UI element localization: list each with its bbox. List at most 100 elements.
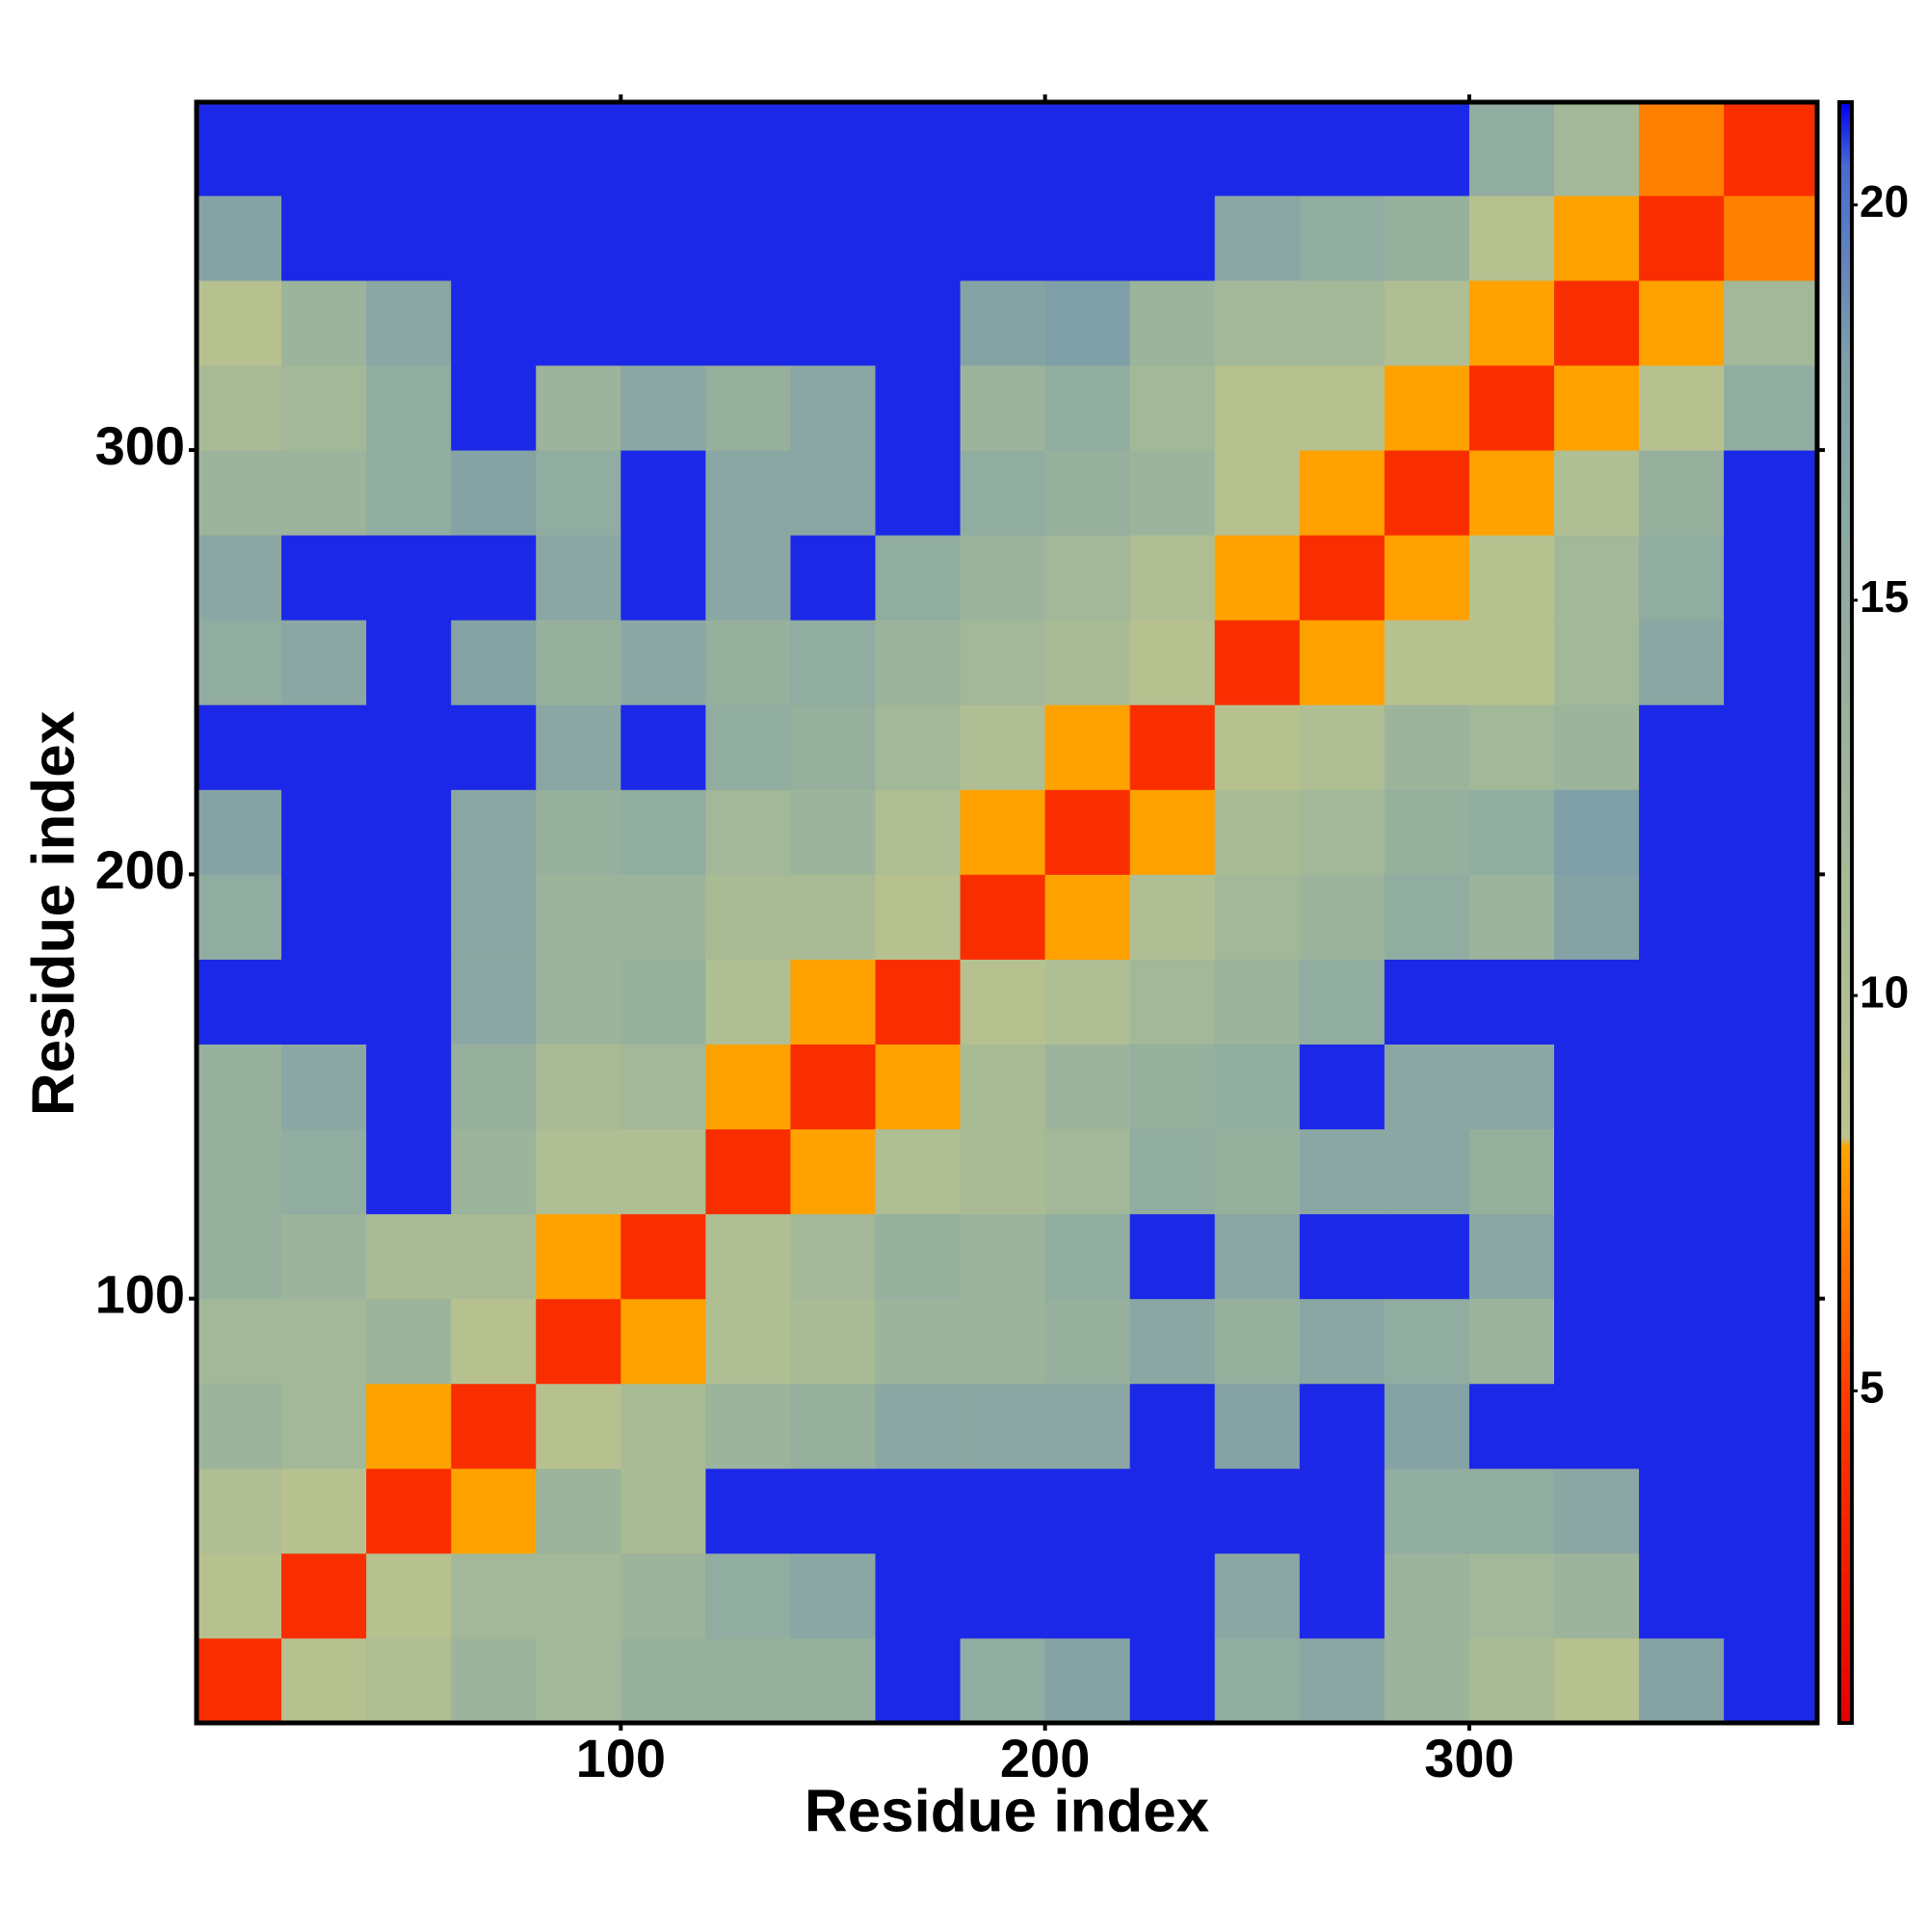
heatmap-cell xyxy=(536,279,621,366)
heatmap-cell xyxy=(1468,1468,1555,1554)
heatmap-cell xyxy=(1214,1298,1301,1385)
heatmap-cell xyxy=(790,1128,877,1215)
heatmap-cell xyxy=(366,102,452,197)
colorbar-segment xyxy=(1839,1074,1852,1089)
heatmap-cell xyxy=(366,279,452,366)
heatmap-cell xyxy=(1299,1128,1386,1215)
heatmap-cell xyxy=(875,874,962,960)
heatmap-cell xyxy=(366,1044,452,1130)
heatmap-cell xyxy=(1129,1383,1216,1469)
heatmap-cell xyxy=(536,1468,621,1554)
colorbar-segment xyxy=(1839,560,1852,581)
heatmap-cell xyxy=(451,102,537,197)
heatmap-cell xyxy=(705,195,791,281)
heatmap-cell xyxy=(1044,620,1131,705)
colorbar-segment xyxy=(1839,900,1852,913)
heatmap-cell xyxy=(1214,1128,1301,1215)
colorbar-segment xyxy=(1839,1612,1852,1628)
heatmap-cell xyxy=(790,1468,877,1554)
heatmap-cell xyxy=(1214,1552,1301,1639)
colorbar-segment xyxy=(1839,1329,1852,1341)
colorbar-segment xyxy=(1839,322,1852,331)
heatmap-cell xyxy=(1214,535,1301,621)
heatmap-cell xyxy=(705,620,791,705)
colorbar-segment xyxy=(1839,173,1852,183)
heatmap-cell xyxy=(875,789,962,875)
heatmap-cell xyxy=(790,1044,877,1130)
heatmap-cell xyxy=(1554,959,1640,1045)
colorbar-segment xyxy=(1839,1695,1852,1710)
heatmap-cell xyxy=(875,535,962,621)
heatmap-cell xyxy=(620,535,706,621)
heatmap-cell xyxy=(1214,279,1301,366)
heatmap-cell xyxy=(1384,102,1470,197)
heatmap-cell xyxy=(620,1637,706,1724)
heatmap-cell xyxy=(451,789,537,875)
heatmap-cell xyxy=(875,959,962,1045)
colorbar-segment xyxy=(1839,112,1852,117)
heatmap-cell xyxy=(1724,195,1818,281)
heatmap-cell xyxy=(1129,450,1216,536)
heatmap-cell xyxy=(790,620,877,705)
colorbar-segment xyxy=(1839,875,1852,888)
heatmap-cell xyxy=(1639,1213,1725,1300)
colorbar: 5 10 15 20 xyxy=(1837,100,1909,1725)
heatmap-cell xyxy=(1384,364,1470,451)
heatmap-cell xyxy=(1724,1383,1818,1469)
heatmap-cell xyxy=(875,1298,962,1385)
heatmap-cell xyxy=(281,789,367,875)
heatmap-cell xyxy=(1129,789,1216,875)
heatmap-cell xyxy=(451,1044,537,1130)
heatmap-cell xyxy=(1214,450,1301,536)
colorbar-segment xyxy=(1839,974,1852,989)
heatmap-cell xyxy=(281,1552,367,1639)
heatmap-cell xyxy=(1639,279,1725,366)
heatmap-cell xyxy=(1554,364,1640,451)
heatmap-cell xyxy=(1639,1468,1725,1554)
colorbar-segment xyxy=(1839,1584,1852,1600)
heatmap-cell xyxy=(960,620,1046,705)
heatmap-cell xyxy=(790,1383,877,1469)
heatmap-cell xyxy=(1384,1468,1470,1554)
heatmap-cell xyxy=(960,1552,1046,1639)
heatmap-cell xyxy=(1468,1637,1555,1724)
heatmap-cell xyxy=(1384,1383,1470,1469)
heatmap-cell xyxy=(1214,102,1301,197)
heatmap-cell xyxy=(1384,195,1470,281)
heatmap-cell xyxy=(790,450,877,536)
heatmap-cell xyxy=(366,1383,452,1469)
heatmap-cell xyxy=(451,704,537,790)
heatmap-cell xyxy=(197,1213,282,1300)
colorbar-segment xyxy=(1839,949,1852,964)
heatmap-cell xyxy=(281,1298,367,1385)
heatmap-cell xyxy=(960,1044,1046,1130)
heatmap-cell xyxy=(1639,789,1725,875)
heatmap-cell xyxy=(536,195,621,281)
colorbar-segment xyxy=(1839,120,1852,124)
heatmap-cell xyxy=(1299,874,1386,960)
heatmap-cell xyxy=(1724,1552,1818,1639)
heatmap-cell xyxy=(1299,450,1386,536)
heatmap-cell xyxy=(1044,102,1131,197)
colorbar-segment xyxy=(1839,107,1852,111)
colorbar-segment xyxy=(1839,1556,1852,1572)
heatmap-cell xyxy=(1384,959,1470,1045)
y-axis-title: Residue index xyxy=(20,710,87,1116)
colorbar-segment xyxy=(1839,837,1852,851)
heatmap-cell xyxy=(1724,959,1818,1045)
heatmap-cell xyxy=(1214,1383,1301,1469)
heatmap-cell xyxy=(1724,1468,1818,1554)
colorbar-segment xyxy=(1839,501,1852,522)
heatmap-cell xyxy=(790,364,877,451)
heatmap-cell xyxy=(536,1044,621,1130)
colorbar-segment xyxy=(1839,1487,1852,1502)
heatmap-cell xyxy=(620,364,706,451)
heatmap-cell xyxy=(705,1383,791,1469)
heatmap-cell xyxy=(1299,535,1386,621)
heatmap-cell xyxy=(1044,789,1131,875)
heatmap-cell xyxy=(1044,959,1131,1045)
heatmap-cell xyxy=(197,789,282,875)
heatmap-cell xyxy=(790,1213,877,1300)
heatmap-cell xyxy=(197,1637,282,1724)
